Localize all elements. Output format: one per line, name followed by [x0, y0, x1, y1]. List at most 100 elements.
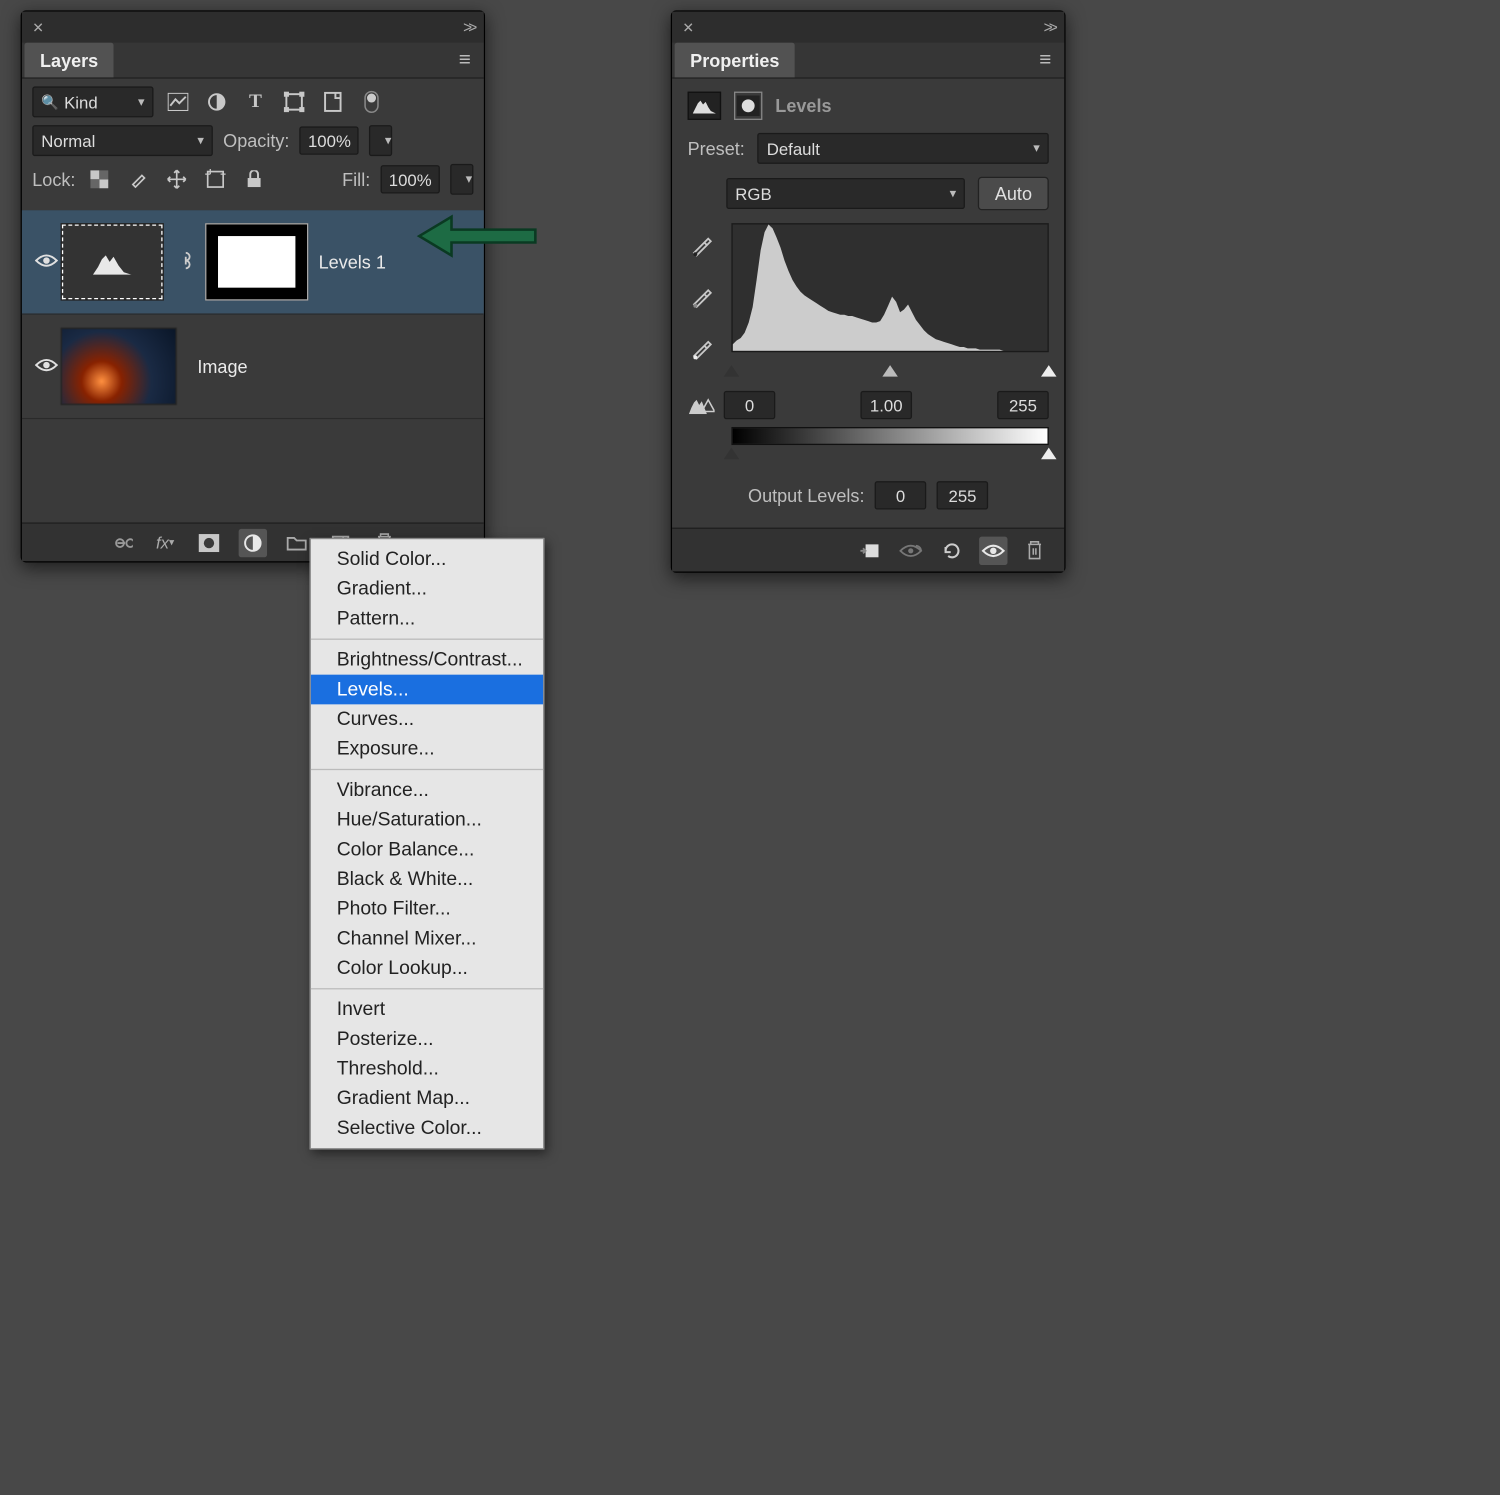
menu-separator — [311, 988, 543, 989]
channel-value: RGB — [735, 184, 771, 203]
input-slider[interactable] — [731, 365, 1048, 380]
toggle-visibility-icon[interactable] — [979, 536, 1007, 564]
menu-item[interactable]: Color Lookup... — [311, 953, 543, 983]
input-black-value[interactable]: 0 — [724, 391, 776, 419]
layers-tab[interactable]: Layers — [25, 43, 114, 78]
levels-thumb-icon — [688, 92, 722, 120]
layers-panel: ✕ >> Layers ≡ 🔍 Kind ▾ T Normal ▾ Opacit… — [21, 10, 485, 562]
fill-label: Fill: — [342, 169, 370, 190]
annotation-arrow — [413, 204, 542, 269]
close-icon[interactable]: ✕ — [682, 19, 694, 36]
output-black-value[interactable]: 0 — [875, 481, 927, 509]
input-gamma-value[interactable]: 1.00 — [860, 391, 912, 419]
menu-item[interactable]: Levels... — [311, 675, 543, 705]
filter-shape-icon[interactable] — [280, 88, 308, 116]
input-white-value[interactable]: 255 — [997, 391, 1049, 419]
opacity-value[interactable]: 100% — [300, 126, 359, 154]
trash-icon[interactable] — [1020, 536, 1048, 564]
opacity-caret[interactable]: ▾ — [369, 125, 392, 156]
white-eyedropper-icon[interactable] — [688, 334, 716, 362]
output-slider[interactable] — [731, 448, 1048, 463]
menu-item[interactable]: Black & White... — [311, 864, 543, 894]
auto-button[interactable]: Auto — [978, 177, 1049, 211]
menu-item[interactable]: Hue/Saturation... — [311, 805, 543, 835]
menu-item[interactable]: Gradient... — [311, 574, 543, 604]
mask-icon[interactable] — [195, 528, 223, 556]
layer-name[interactable]: Levels 1 — [319, 252, 386, 273]
visibility-eye-icon[interactable] — [32, 356, 60, 377]
lock-move-icon[interactable] — [163, 165, 191, 193]
fill-caret[interactable]: ▾ — [450, 164, 473, 195]
close-icon[interactable]: ✕ — [32, 19, 44, 36]
lock-trans-icon[interactable] — [86, 165, 114, 193]
layers-options: 🔍 Kind ▾ T Normal ▾ Opacity: 100% ▾ Lock… — [22, 79, 484, 211]
black-eyedropper-icon[interactable] — [688, 231, 716, 259]
mask-thumb[interactable] — [205, 223, 308, 300]
menu-item[interactable]: Vibrance... — [311, 775, 543, 805]
clip-warning-icon[interactable] — [688, 391, 716, 419]
menu-item[interactable]: Curves... — [311, 704, 543, 734]
clip-to-layer-icon[interactable] — [855, 536, 883, 564]
adjustment-thumb[interactable] — [61, 223, 164, 300]
collapse-icon[interactable]: >> — [1044, 18, 1054, 36]
panel-tabbar: ✕ >> — [672, 12, 1064, 43]
output-label: Output Levels: — [748, 485, 864, 506]
fx-icon[interactable]: fx▾ — [151, 528, 179, 556]
menu-item[interactable]: Selective Color... — [311, 1113, 543, 1143]
properties-panel: ✕ >> Properties ≡ Levels Preset: Default… — [671, 10, 1066, 572]
lock-all-icon[interactable] — [241, 165, 269, 193]
layer-row[interactable]: Image — [22, 315, 484, 419]
panel-tabbar: ✕ >> — [22, 12, 484, 43]
adjustment-icon[interactable] — [239, 528, 267, 556]
gray-eyedropper-icon[interactable] — [688, 283, 716, 311]
filter-type-icon[interactable]: T — [241, 88, 269, 116]
menu-item[interactable]: Channel Mixer... — [311, 924, 543, 954]
properties-footer — [672, 528, 1064, 572]
filter-kind-dropdown[interactable]: 🔍 Kind ▾ — [32, 86, 153, 117]
panel-menu-icon[interactable]: ≡ — [1039, 48, 1051, 71]
menu-item[interactable]: Exposure... — [311, 734, 543, 764]
properties-tab[interactable]: Properties — [675, 43, 795, 78]
collapse-icon[interactable]: >> — [463, 18, 473, 36]
link-layers-icon[interactable] — [107, 528, 135, 556]
image-thumb[interactable] — [61, 328, 177, 405]
filter-smart-icon[interactable] — [319, 88, 347, 116]
menu-item[interactable]: Threshold... — [311, 1054, 543, 1084]
menu-item[interactable]: Invert — [311, 995, 543, 1025]
lock-paint-icon[interactable] — [124, 165, 152, 193]
layer-name[interactable]: Image — [197, 356, 247, 377]
group-icon[interactable] — [283, 528, 311, 556]
panel-menu-icon[interactable]: ≡ — [459, 48, 471, 71]
menu-item[interactable]: Photo Filter... — [311, 894, 543, 924]
menu-item[interactable]: Pattern... — [311, 604, 543, 634]
filter-adjust-icon[interactable] — [203, 88, 231, 116]
histogram[interactable] — [731, 223, 1048, 352]
channel-dropdown[interactable]: RGB ▾ — [726, 178, 965, 209]
layers-empty-area — [22, 419, 484, 522]
blend-mode-dropdown[interactable]: Normal ▾ — [32, 125, 213, 156]
menu-item[interactable]: Color Balance... — [311, 835, 543, 865]
output-white-value[interactable]: 255 — [937, 481, 989, 509]
preset-dropdown[interactable]: Default ▾ — [758, 133, 1049, 164]
panel-titlebar: Layers ≡ — [22, 43, 484, 79]
link-mask-icon[interactable] — [179, 250, 200, 275]
fill-value[interactable]: 100% — [381, 165, 440, 193]
menu-item[interactable]: Solid Color... — [311, 544, 543, 574]
menu-item[interactable]: Gradient Map... — [311, 1084, 543, 1114]
blend-mode-value: Normal — [41, 131, 95, 150]
filter-toggle[interactable] — [357, 88, 385, 116]
menu-item[interactable]: Brightness/Contrast... — [311, 645, 543, 675]
menu-item[interactable]: Posterize... — [311, 1024, 543, 1054]
opacity-label: Opacity: — [223, 130, 289, 151]
filter-kind-label: Kind — [64, 92, 98, 111]
menu-separator — [311, 769, 543, 770]
menu-separator — [311, 639, 543, 640]
reset-icon[interactable] — [938, 536, 966, 564]
lock-artboard-icon[interactable] — [202, 165, 230, 193]
adjustment-context-menu: Solid Color...Gradient...Pattern... Brigh… — [310, 538, 545, 1149]
filter-pixel-icon[interactable] — [164, 88, 192, 116]
view-previous-icon[interactable] — [897, 536, 925, 564]
visibility-eye-icon[interactable] — [32, 252, 60, 273]
properties-body: Levels Preset: Default ▾ RGB ▾ Auto — [672, 79, 1064, 528]
output-gradient[interactable] — [731, 427, 1048, 445]
